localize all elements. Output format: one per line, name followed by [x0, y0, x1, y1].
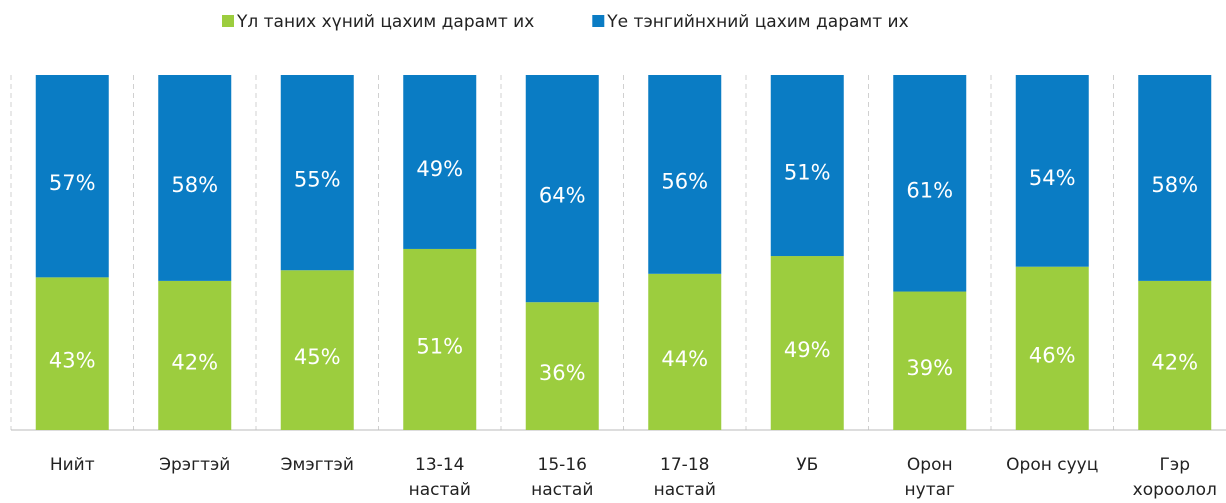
- bar-segment: [893, 75, 967, 292]
- value-label: 46%: [1029, 343, 1076, 367]
- value-label: 56%: [661, 169, 708, 193]
- value-label: 51%: [416, 334, 463, 358]
- value-label: 58%: [171, 173, 218, 197]
- value-label: 64%: [539, 184, 586, 208]
- bar-segment: [403, 75, 477, 249]
- legend-label: Үе тэнгийнхний цахим дарамт их: [606, 12, 908, 32]
- legend-swatch: [222, 15, 234, 27]
- x-tick-label: Орон сууц: [1006, 455, 1098, 475]
- x-tick-label: 13-14 настай: [409, 455, 471, 500]
- value-label: 39%: [906, 356, 953, 380]
- bar-segment: [158, 280, 232, 430]
- bar-segment: [403, 248, 477, 430]
- value-label: 42%: [1151, 350, 1198, 374]
- value-label: 58%: [1151, 173, 1198, 197]
- value-label: 49%: [416, 157, 463, 181]
- x-tick-label: 15-16 настай: [531, 455, 593, 500]
- x-tick-label: УБ: [796, 455, 818, 475]
- bar-segment: [525, 302, 599, 430]
- value-label: 51%: [784, 161, 831, 185]
- legend-label: Үл таних хүний цахим дарамт их: [236, 12, 534, 32]
- bar-segment: [648, 75, 722, 274]
- value-label: 44%: [661, 347, 708, 371]
- x-tick-label: Орон нутаг: [905, 455, 955, 500]
- value-label: 49%: [784, 338, 831, 362]
- value-label: 55%: [294, 168, 341, 192]
- value-label: 54%: [1029, 166, 1076, 190]
- bar-segment: [770, 75, 844, 257]
- bar-segment: [893, 291, 967, 430]
- value-label: 36%: [539, 361, 586, 385]
- x-tick-label: Нийт: [50, 455, 95, 475]
- legend-swatch: [592, 15, 605, 27]
- value-label: 43%: [49, 349, 96, 373]
- bar-segment: [35, 75, 109, 278]
- bar-segment: [1138, 280, 1212, 430]
- bar-segment: [158, 75, 232, 281]
- value-label: 57%: [49, 171, 96, 195]
- bar-segment: [1015, 75, 1089, 267]
- value-label: 45%: [294, 345, 341, 369]
- bar-segment: [1138, 75, 1212, 281]
- bar-segment: [525, 75, 599, 303]
- bar-segment: [648, 273, 722, 430]
- x-tick-label: Гэр хороолол: [1133, 455, 1217, 500]
- value-label: 61%: [906, 178, 953, 202]
- x-tick-label: Эрэгтэй: [159, 455, 230, 475]
- bar-segment: [280, 75, 354, 271]
- bar-segment: [280, 270, 354, 430]
- bar-segment: [35, 277, 109, 430]
- bar-segment: [1015, 266, 1089, 430]
- x-tick-label: 17-18 настай: [654, 455, 716, 500]
- value-label: 42%: [171, 350, 218, 374]
- bar-segment: [770, 256, 844, 430]
- legend: Үл таних хүний цахим дарамт их Үе тэнгийн…: [222, 12, 909, 32]
- x-tick-label: Эмэгтэй: [281, 455, 354, 475]
